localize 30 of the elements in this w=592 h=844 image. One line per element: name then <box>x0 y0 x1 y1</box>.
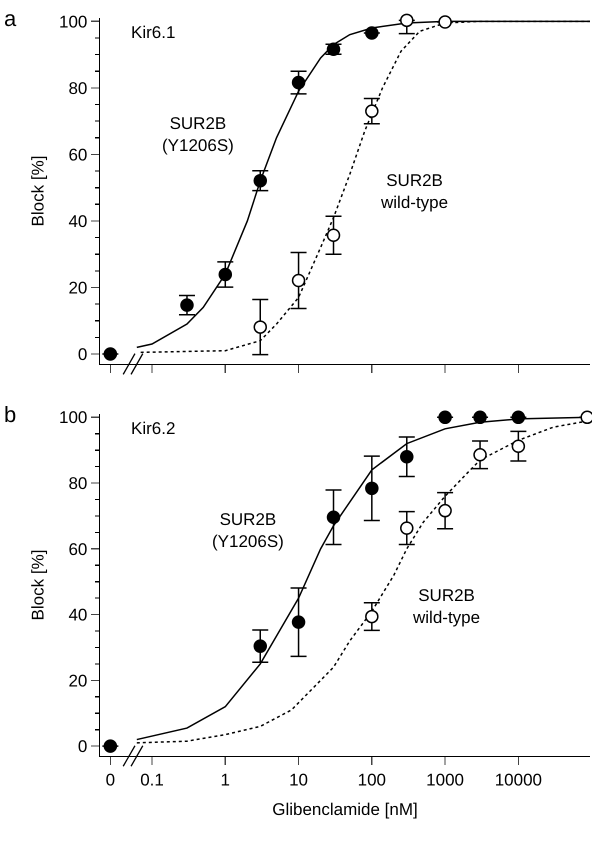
y-tick-label: 60 <box>68 540 88 559</box>
chart-title: Kir6.1 <box>131 23 176 42</box>
x-tick-label: 0 <box>106 770 116 790</box>
x-tick-label: 100 <box>358 770 386 790</box>
y-tick-label: 100 <box>59 12 88 32</box>
x-tick-label: 1 <box>220 770 230 790</box>
x-tick-label: 1000 <box>426 770 464 790</box>
y-tick-label: 20 <box>68 671 88 690</box>
annotation: SUR2B wild-type <box>412 586 480 628</box>
annotation: SUR2B wild-type <box>380 171 448 212</box>
x-axis-title: Glibenclamide [nM] <box>272 800 418 819</box>
y-tick-label: 60 <box>68 145 88 164</box>
y-tick-label: 100 <box>59 408 88 428</box>
text: a <box>4 6 17 31</box>
y-tick-label: 0 <box>78 737 88 756</box>
annotation: SUR2B (Y1206S) <box>162 114 234 156</box>
y-axis-title: Block [%] <box>28 156 48 226</box>
y-tick-label: 40 <box>68 606 88 625</box>
y-tick-label: 80 <box>68 474 88 494</box>
chart-title: Kir6.2 <box>131 419 176 438</box>
text: b <box>4 402 16 427</box>
y-tick-label: 80 <box>68 78 88 98</box>
annotation: SUR2B (Y1206S) <box>212 510 284 552</box>
y-axis-title: Block [%] <box>28 550 48 620</box>
x-tick-label: 10000 <box>494 770 542 790</box>
x-tick-label: 0.1 <box>140 770 164 790</box>
y-tick-label: 40 <box>68 212 88 231</box>
x-tick-label: 10 <box>289 770 308 790</box>
y-tick-label: 0 <box>78 344 88 364</box>
y-tick-label: 20 <box>68 278 88 298</box>
